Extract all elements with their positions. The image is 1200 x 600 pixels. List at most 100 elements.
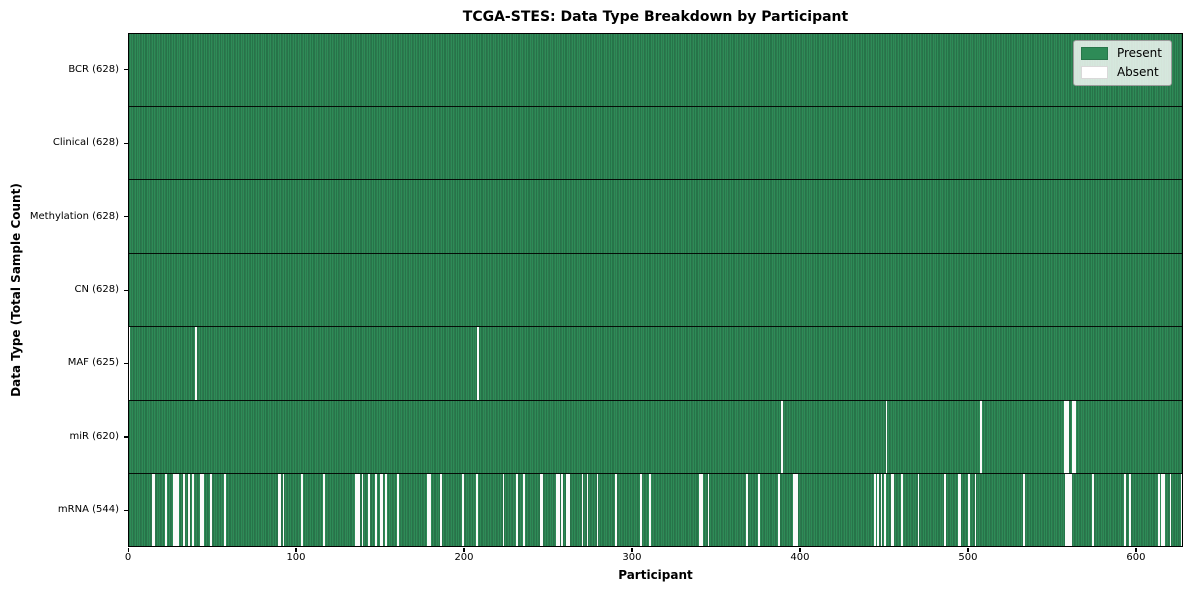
absent-stripe — [462, 473, 465, 547]
absent-stripe — [322, 473, 325, 547]
absent-stripe — [516, 473, 518, 547]
absent-stripe — [561, 473, 564, 547]
absent-stripe — [1070, 473, 1073, 547]
x-tick-mark — [631, 547, 633, 552]
y-tick-mark — [123, 216, 128, 218]
absent-stripe — [1068, 473, 1071, 547]
absent-stripe — [1181, 473, 1184, 547]
x-tick-label-0: 0 — [124, 552, 132, 563]
absent-stripe — [974, 473, 977, 547]
row-CN — [128, 253, 1183, 327]
y-tick-mark — [123, 69, 128, 71]
absent-stripe — [1157, 473, 1160, 547]
absent-stripe — [967, 473, 970, 547]
absent-stripe — [1092, 473, 1095, 547]
absent-stripe — [1073, 400, 1076, 474]
row-mRNA — [128, 473, 1184, 547]
absent-stripe — [873, 473, 876, 547]
y-tick-label-BCR: BCR (628) — [68, 63, 119, 75]
absent-stripe — [201, 473, 204, 547]
x-tick-label-600: 600 — [1126, 552, 1146, 563]
absent-stripe — [210, 473, 213, 547]
absent-stripe — [1072, 400, 1074, 474]
absent-stripe — [883, 473, 886, 547]
row-separator — [128, 326, 1183, 328]
absent-stripe — [581, 473, 584, 547]
absent-stripe — [354, 473, 357, 547]
x-tick-mark — [967, 547, 969, 552]
legend-entry-present: Present — [1080, 46, 1162, 60]
absent-stripe — [282, 473, 285, 547]
legend-label-absent: Absent — [1116, 65, 1159, 79]
absent-stripe — [746, 473, 748, 547]
absent-stripe — [385, 473, 387, 547]
absent-stripe — [223, 473, 226, 547]
legend: Present Absent — [1072, 40, 1172, 86]
absent-stripe — [541, 473, 544, 547]
plot-area: Present Absent — [128, 33, 1184, 547]
x-axis-label: Participant — [618, 568, 693, 582]
absent-stripe — [279, 473, 281, 547]
x-tick-mark — [127, 547, 129, 552]
absent-stripe — [379, 473, 382, 547]
absent-stripe — [301, 473, 303, 547]
absent-stripe — [1067, 473, 1069, 547]
absent-stripe — [757, 473, 760, 547]
absent-stripe — [1162, 473, 1165, 547]
legend-label-present: Present — [1116, 46, 1162, 60]
y-tick-label-miR: miR (620) — [69, 430, 119, 442]
absent-stripe — [361, 473, 364, 547]
absent-stripe — [175, 473, 177, 547]
absent-stripe — [917, 473, 920, 547]
absent-stripe — [427, 473, 429, 547]
absent-stripe — [1067, 400, 1069, 474]
absent-stripe — [979, 400, 982, 474]
y-tick-label-Clinical: Clinical (628) — [52, 137, 119, 149]
x-tick-mark — [799, 547, 801, 552]
absent-stripe — [1161, 473, 1163, 547]
absent-stripe — [793, 473, 796, 547]
x-tick-mark — [295, 547, 297, 552]
absent-stripe — [381, 473, 384, 547]
x-tick-label-300: 300 — [622, 552, 642, 563]
absent-stripe — [558, 473, 560, 547]
absent-stripe — [1063, 400, 1066, 474]
absent-stripe — [396, 473, 399, 547]
absent-stripe — [586, 473, 589, 547]
x-tick-label-500: 500 — [958, 552, 978, 563]
row-separator — [128, 252, 1183, 254]
absent-swatch — [1080, 66, 1108, 79]
row-miR — [128, 400, 1183, 474]
y-tick-label-MAF: MAF (625) — [67, 357, 119, 369]
absent-stripe — [1065, 400, 1068, 474]
y-tick-label-mRNA: mRNA (544) — [57, 504, 119, 516]
absent-stripe — [707, 473, 710, 547]
absent-stripe — [1023, 473, 1026, 547]
absent-stripe — [1124, 473, 1126, 547]
absent-stripe — [188, 473, 191, 547]
y-tick-mark — [123, 509, 128, 511]
absent-stripe — [428, 473, 431, 547]
row-Clinical — [128, 106, 1183, 180]
absent-stripe — [356, 473, 359, 547]
absent-stripe — [781, 400, 784, 474]
x-tick-label-100: 100 — [286, 552, 306, 563]
y-tick-label-CN: CN (628) — [74, 284, 119, 295]
absent-stripe — [556, 473, 559, 547]
chart-title: TCGA-STES: Data Type Breakdown by Partic… — [462, 9, 849, 25]
absent-stripe — [778, 473, 780, 547]
absent-stripe — [522, 473, 525, 547]
absent-stripe — [959, 473, 962, 547]
row-separator — [128, 399, 1183, 401]
absent-stripe — [200, 473, 203, 547]
absent-stripe — [566, 473, 569, 547]
row-BCR — [128, 33, 1183, 107]
y-tick-mark — [123, 362, 128, 365]
absent-stripe — [477, 326, 480, 401]
absent-stripe — [944, 473, 947, 547]
absent-stripe — [957, 473, 960, 547]
legend-entry-absent: Absent — [1080, 65, 1162, 79]
absent-stripe — [796, 473, 799, 547]
absent-stripe — [151, 473, 154, 547]
